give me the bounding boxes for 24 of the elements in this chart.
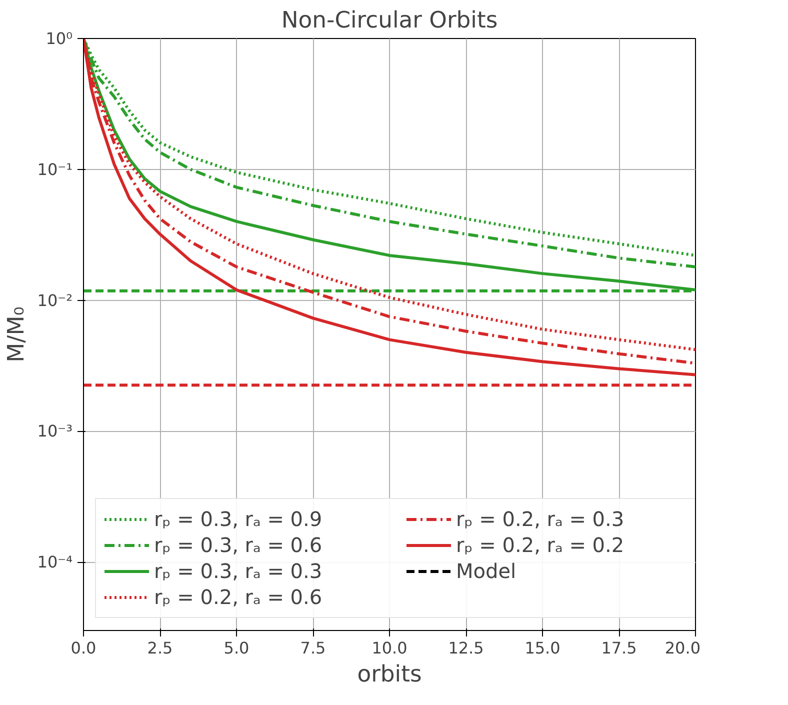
chart-title: Non-Circular Orbits [281, 8, 498, 34]
legend-label: rₚ = 0.2, rₐ = 0.3 [456, 507, 626, 531]
legend-label: rₚ = 0.2, rₐ = 0.6 [154, 585, 324, 609]
x-tick-label: 5.0 [224, 638, 250, 658]
legend-label: rₚ = 0.3, rₐ = 0.9 [154, 507, 324, 531]
x-tick-label: 15.0 [524, 638, 560, 658]
x-tick-label: 0.0 [70, 638, 96, 658]
y-axis-title: M/M₀ [3, 306, 30, 362]
x-tick-label: 10.0 [372, 638, 408, 658]
legend-label: rₚ = 0.3, rₐ = 0.3 [154, 559, 324, 583]
y-tick-label: 10⁻² [37, 290, 72, 310]
x-tick-label: 2.5 [147, 638, 173, 658]
y-tick-label: 10⁻⁴ [37, 552, 72, 572]
x-tick-label: 7.5 [300, 638, 326, 658]
y-tick-label: 10⁰ [46, 29, 73, 48]
legend-label: rₚ = 0.2, rₐ = 0.2 [456, 533, 626, 557]
x-tick-label: 17.5 [601, 638, 637, 658]
y-tick-label: 10⁻³ [37, 422, 72, 441]
x-tick-label: 20.0 [664, 638, 700, 658]
legend-label: rₚ = 0.3, rₐ = 0.6 [154, 533, 324, 557]
x-axis-title: orbits [357, 662, 422, 688]
legend-label: Model [456, 559, 518, 583]
y-tick-label: 10⁻¹ [37, 160, 72, 179]
x-tick-label: 12.5 [448, 638, 484, 658]
